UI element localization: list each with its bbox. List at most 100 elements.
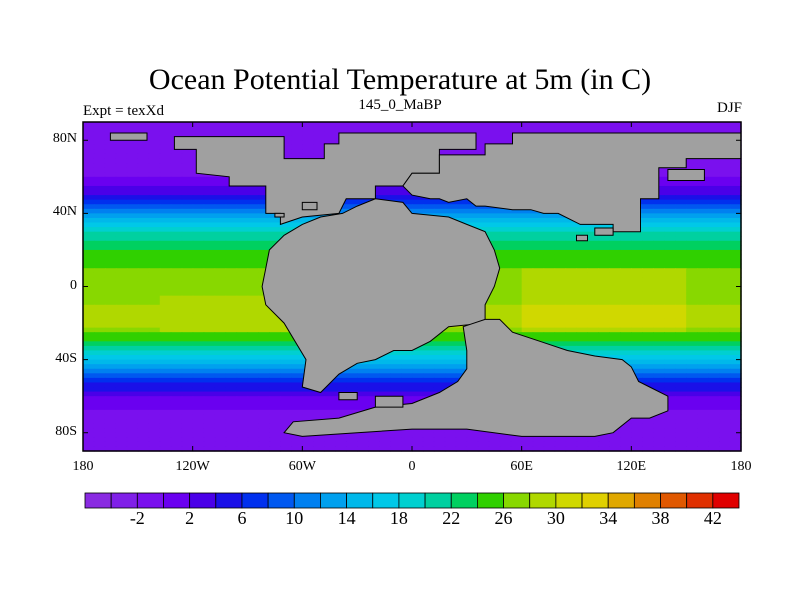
ocean-cell bbox=[642, 204, 654, 210]
ocean-cell bbox=[214, 336, 227, 342]
ocean-cell bbox=[675, 364, 687, 370]
ocean-cell bbox=[631, 432, 643, 438]
ocean-cell bbox=[521, 446, 534, 452]
ocean-cell bbox=[159, 446, 172, 452]
ocean-cell bbox=[532, 263, 545, 269]
ocean-cell bbox=[148, 144, 161, 151]
ocean-cell bbox=[137, 300, 150, 306]
ocean-cell bbox=[609, 304, 621, 310]
ocean-cell bbox=[708, 359, 720, 365]
ocean-cell bbox=[675, 245, 687, 251]
ocean-cell bbox=[697, 377, 709, 384]
ocean-cell bbox=[225, 382, 238, 388]
ocean-cell bbox=[664, 268, 676, 274]
ocean-cell bbox=[631, 350, 643, 356]
ocean-cell bbox=[510, 227, 523, 233]
ocean-cell bbox=[93, 272, 106, 278]
ocean-cell bbox=[510, 286, 523, 292]
ocean-cell bbox=[181, 359, 194, 365]
ocean-cell bbox=[576, 245, 589, 251]
ocean-cell bbox=[313, 396, 325, 402]
ocean-cell bbox=[247, 240, 260, 246]
ocean-cell bbox=[412, 345, 424, 352]
ocean-cell bbox=[104, 368, 117, 374]
ocean-cell bbox=[192, 345, 205, 352]
ocean-cell bbox=[269, 414, 281, 420]
ocean-cell bbox=[620, 236, 632, 242]
ocean-cell bbox=[653, 231, 665, 237]
ocean-cell bbox=[368, 122, 380, 128]
ocean-cell bbox=[543, 217, 556, 224]
ocean-cell bbox=[324, 405, 336, 411]
ocean-cell bbox=[499, 208, 512, 214]
ocean-cell bbox=[422, 437, 435, 443]
ocean-cell bbox=[302, 396, 314, 402]
ocean-cell bbox=[225, 441, 238, 448]
ocean-cell bbox=[631, 281, 643, 288]
ocean-cell bbox=[93, 172, 106, 178]
ocean-cell bbox=[730, 304, 742, 310]
ocean-cell bbox=[115, 277, 128, 283]
ocean-cell bbox=[697, 222, 709, 228]
ocean-cell bbox=[422, 428, 435, 434]
ocean-cell bbox=[225, 300, 238, 306]
ocean-cell bbox=[236, 405, 249, 411]
ocean-cell bbox=[83, 208, 95, 214]
ocean-cell bbox=[346, 204, 358, 210]
ocean-cell bbox=[104, 185, 117, 192]
ocean-cell bbox=[115, 190, 128, 196]
ocean-cell bbox=[664, 318, 676, 324]
ocean-cell bbox=[181, 263, 194, 269]
ocean-cell bbox=[181, 277, 194, 283]
ocean-cell bbox=[280, 368, 292, 374]
ocean-cell bbox=[247, 281, 260, 288]
ocean-cell bbox=[565, 268, 578, 274]
ocean-cell bbox=[148, 313, 161, 320]
ocean-cell bbox=[664, 336, 676, 342]
ocean-cell bbox=[247, 336, 260, 342]
ocean-cell bbox=[214, 190, 227, 196]
ocean-cell bbox=[554, 313, 567, 320]
ocean-cell bbox=[181, 313, 194, 320]
ocean-cell bbox=[510, 277, 523, 283]
ocean-cell bbox=[379, 126, 391, 132]
ocean-cell bbox=[192, 199, 205, 205]
ocean-cell bbox=[170, 222, 183, 228]
ocean-cell bbox=[499, 254, 512, 260]
colorbar-swatch bbox=[529, 492, 557, 509]
ocean-cell bbox=[664, 341, 676, 347]
ocean-cell bbox=[93, 419, 106, 425]
ocean-cell bbox=[247, 291, 260, 297]
ocean-cell bbox=[697, 126, 709, 132]
ocean-cell bbox=[137, 158, 150, 164]
ocean-cell bbox=[730, 126, 742, 132]
ocean-cell bbox=[510, 437, 523, 443]
ocean-cell bbox=[609, 122, 621, 128]
ocean-cell bbox=[247, 195, 260, 201]
ocean-cell bbox=[104, 126, 117, 132]
ocean-cell bbox=[719, 441, 731, 448]
ocean-cell bbox=[697, 268, 709, 274]
ocean-cell bbox=[620, 300, 632, 306]
ocean-cell bbox=[203, 432, 216, 438]
ocean-cell bbox=[587, 323, 600, 329]
ocean-cell bbox=[697, 208, 709, 214]
ocean-cell bbox=[170, 409, 183, 416]
landmass bbox=[402, 132, 742, 233]
ocean-cell bbox=[203, 336, 216, 342]
ocean-cell bbox=[697, 163, 709, 169]
ocean-cell bbox=[159, 291, 172, 297]
ocean-cell bbox=[477, 222, 490, 228]
ocean-cell bbox=[181, 172, 194, 178]
ocean-cell bbox=[324, 414, 336, 420]
ocean-cell bbox=[225, 387, 238, 393]
ocean-cell bbox=[719, 126, 731, 132]
ocean-cell bbox=[280, 441, 292, 448]
ocean-cell bbox=[170, 249, 183, 256]
ocean-cell bbox=[543, 277, 556, 283]
ocean-cell bbox=[236, 249, 249, 256]
ocean-cell bbox=[433, 441, 446, 448]
ocean-cell bbox=[598, 437, 610, 443]
ocean-cell bbox=[137, 213, 150, 219]
ocean-cell bbox=[510, 249, 523, 256]
